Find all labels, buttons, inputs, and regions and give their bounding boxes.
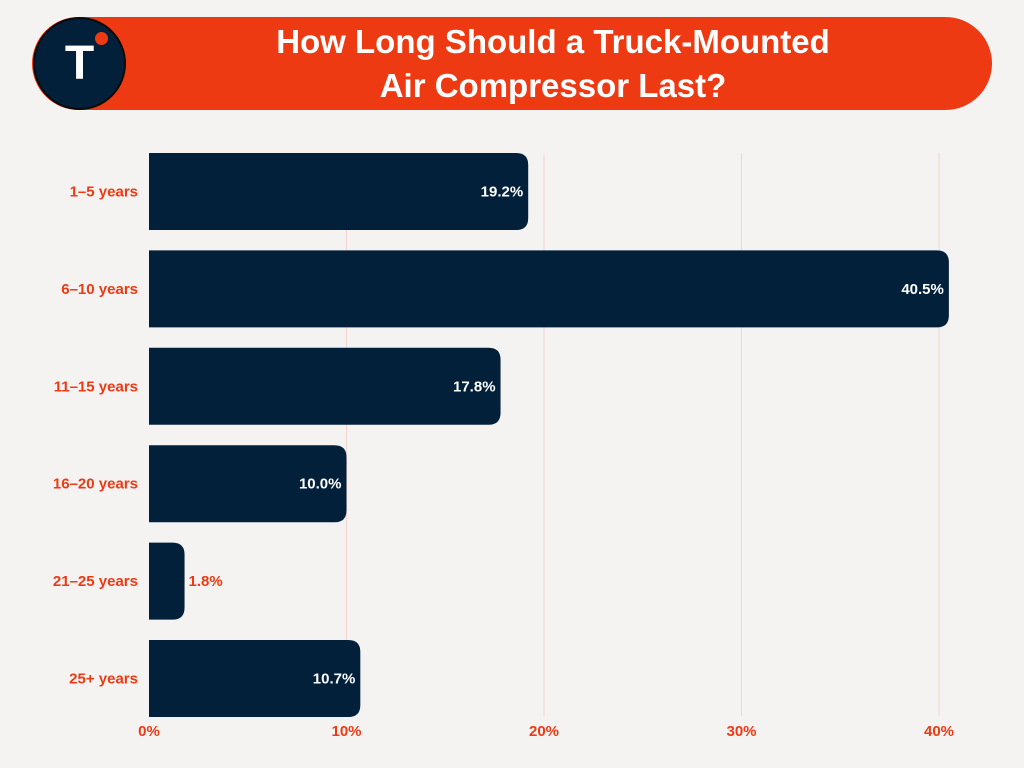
chart-title-line-2: Air Compressor Last? xyxy=(379,66,727,104)
bar xyxy=(149,445,347,523)
bar-value-label: 1.8% xyxy=(189,573,223,590)
chart-title-line-1: How Long Should a Truck-Mounted xyxy=(276,22,830,60)
bar-value-label: 19.2% xyxy=(481,184,524,201)
x-tick-label: 20% xyxy=(529,723,559,740)
bar xyxy=(149,542,185,620)
title-banner xyxy=(32,17,992,110)
bar xyxy=(149,250,949,328)
bar-value-label: 40.5% xyxy=(901,281,944,298)
x-tick-label: 40% xyxy=(924,723,954,740)
category-label: 11–15 years xyxy=(54,378,138,395)
category-label: 1–5 years xyxy=(70,184,138,201)
bar-value-label: 10.0% xyxy=(299,476,342,493)
category-label: 16–20 years xyxy=(53,476,138,493)
category-label: 6–10 years xyxy=(61,281,138,298)
category-label: 25+ years xyxy=(69,671,138,688)
x-tick-label: 0% xyxy=(138,723,160,740)
bar xyxy=(149,640,361,717)
category-label: 21–25 years xyxy=(53,573,138,590)
bar-value-label: 10.7% xyxy=(313,671,356,688)
bar xyxy=(149,153,529,230)
x-tick-label: 30% xyxy=(726,723,756,740)
chart-title: How Long Should a Truck-Mounted Air Comp… xyxy=(185,17,921,110)
brand-logo-letter: T xyxy=(64,37,95,90)
brand-logo-dot xyxy=(95,32,108,45)
bar xyxy=(149,347,501,425)
x-tick-label: 10% xyxy=(331,723,361,740)
brand-logo: T xyxy=(33,17,126,110)
bar-value-label: 17.8% xyxy=(453,378,496,395)
